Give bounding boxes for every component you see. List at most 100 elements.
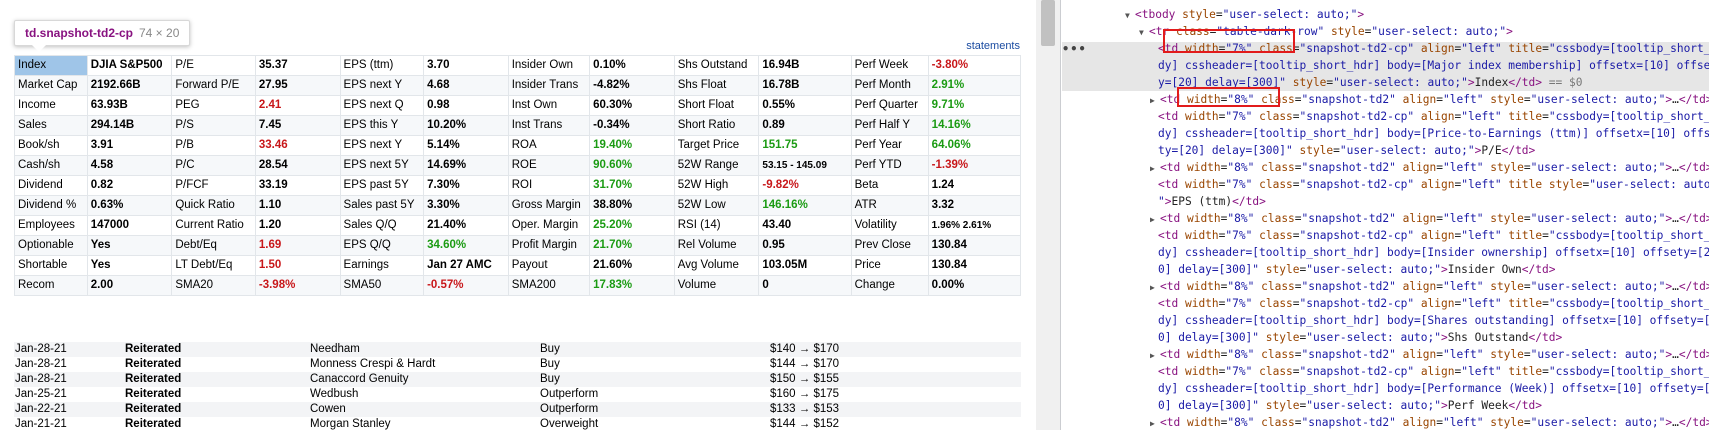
snapshot-value: 3.91 <box>86 135 173 156</box>
page-scrollbar-thumb[interactable] <box>1041 0 1055 46</box>
snapshot-value: 34.60% <box>423 235 509 256</box>
rating-target: $144 → $152 <box>770 418 840 430</box>
snapshot-row: Employees 147000 Current Ratio 1.20 Sales Q/… <box>14 215 1022 236</box>
expand-triangle-icon[interactable]: ▶ <box>1150 351 1155 360</box>
dom-node-line[interactable]: 0] delay=[300]" style="user-select: auto… <box>1158 263 1556 276</box>
snapshot-label: Market Cap <box>14 75 88 96</box>
snapshot-value: 21.70% <box>589 235 675 256</box>
snapshot-value: 16.78B <box>758 75 852 96</box>
snapshot-value: 21.40% <box>423 215 509 236</box>
snapshot-value: 28.54 <box>254 155 341 176</box>
rating-firm[interactable]: Needham <box>309 342 539 357</box>
statements-link[interactable]: statements <box>966 40 1020 52</box>
snapshot-value: 1.20 <box>254 215 341 236</box>
snapshot-value: 1.10 <box>254 195 341 216</box>
dom-node-line[interactable]: dy] cssheader=[tooltip_short_hdr] body=[… <box>1158 59 1709 72</box>
snapshot-value: 14.16% <box>927 115 1022 136</box>
dom-node-line[interactable]: <td width="7%" class="snapshot-td2-cp" a… <box>1158 110 1709 123</box>
snapshot-label: Rel Volume <box>673 235 760 256</box>
snapshot-label: EPS past 5Y <box>339 175 425 196</box>
tooltip-arrow <box>32 45 46 52</box>
dom-node-line[interactable]: ▶ <td width="8%" class="snapshot-td2" ali… <box>1150 279 1709 295</box>
rating-target: $160 → $175 <box>770 388 840 400</box>
dom-node-line[interactable]: dy] cssheader=[tooltip_short_hdr] body=[… <box>1158 127 1709 140</box>
snapshot-label: Volatility <box>850 215 929 236</box>
snapshot-value: 63.93B <box>86 95 173 116</box>
rating-firm[interactable]: Monness Crespi & Hardt <box>310 358 436 370</box>
snapshot-label: Sales Q/Q <box>339 215 425 236</box>
snapshot-value: 33.19 <box>254 175 341 196</box>
dom-node-line[interactable]: dy] cssheader=[tooltip_short_hdr] body=[… <box>1158 314 1709 327</box>
snapshot-value: 1.69 <box>254 235 341 256</box>
rating-row: Jan-21-21 Reiterated Morgan Stanley Overwei… <box>14 417 1021 430</box>
expand-triangle-icon[interactable]: ▼ <box>1139 28 1144 37</box>
snapshot-value: 0.63% <box>86 195 173 216</box>
snapshot-label: Change <box>850 275 929 296</box>
snapshot-value: 27.95 <box>254 75 341 96</box>
dom-node-line[interactable]: ▶ <td width="8%" class="snapshot-td2" ali… <box>1150 415 1709 430</box>
snapshot-value: 3.30% <box>423 195 509 216</box>
snapshot-value: 147000 <box>86 215 173 236</box>
rating-target: $144 → $170 <box>770 358 840 370</box>
snapshot-label: Employees <box>14 215 88 236</box>
expand-triangle-icon[interactable]: ▶ <box>1150 283 1155 292</box>
dom-node-line[interactable]: ▼ <tbody style="user-select: auto;"> <box>1125 7 1364 23</box>
snapshot-label: EPS next Y <box>339 135 425 156</box>
snapshot-value: 0.00% <box>927 275 1022 296</box>
snapshot-label: Debt/Eq <box>171 235 256 256</box>
snapshot-label: Prev Close <box>850 235 929 256</box>
snapshot-label: Sales past 5Y <box>339 195 425 216</box>
snapshot-row: Dividend % 0.63% Quick Ratio 1.10 Sales past… <box>14 195 1022 216</box>
dom-node-line[interactable]: ty=[20] delay=[300]" style="user-select:… <box>1158 144 1536 157</box>
rating-firm[interactable]: Cowen <box>309 402 539 417</box>
snapshot-value: 1.50 <box>254 255 341 276</box>
dom-node-line[interactable]: dy] cssheader=[tooltip_short_hdr] body=[… <box>1158 246 1709 259</box>
dom-node-line[interactable]: <td width="7%" class="snapshot-td2-cp" a… <box>1158 178 1709 191</box>
rating-firm[interactable]: Morgan Stanley <box>310 418 391 430</box>
snapshot-value: Yes <box>86 255 173 276</box>
dom-node-line[interactable]: <td width="7%" class="snapshot-td2-cp" a… <box>1158 297 1709 310</box>
node-actions-ellipsis[interactable]: ••• <box>1062 42 1087 56</box>
snapshot-label: Inst Own <box>507 95 591 116</box>
snapshot-label: Gross Margin <box>507 195 591 216</box>
dom-node-line[interactable]: ">EPS (ttm)</td> <box>1158 195 1266 208</box>
dom-node-line[interactable]: 0] delay=[300]" style="user-select: auto… <box>1158 399 1543 412</box>
expand-triangle-icon[interactable]: ▶ <box>1150 164 1155 173</box>
snapshot-label: Shs Float <box>673 75 760 96</box>
rating-firm[interactable]: Canaccord Genuity <box>309 372 539 387</box>
snapshot-value: 90.60% <box>589 155 675 176</box>
expand-triangle-icon[interactable]: ▶ <box>1150 419 1155 428</box>
dom-node-line[interactable]: 0] delay=[300]" style="user-select: auto… <box>1158 331 1563 344</box>
rating-row: Jan-22-21 Reiterated Cowen Outperform $133 →… <box>14 402 1021 417</box>
rating-date: Jan-25-21 <box>15 388 67 400</box>
dom-node-line[interactable]: ▼ <tr class="table-dark-row" style="user-… <box>1139 24 1513 40</box>
expand-triangle-icon[interactable]: ▶ <box>1150 215 1155 224</box>
dom-node-line[interactable]: ▶ <td width="8%" class="snapshot-td2" ali… <box>1150 347 1709 363</box>
expand-triangle-icon[interactable]: ▼ <box>1125 11 1130 20</box>
rating-firm[interactable]: Wedbush <box>310 388 359 400</box>
snapshot-value: 2.91% <box>927 75 1022 96</box>
dom-node-line[interactable]: ▶ <td width="8%" class="snapshot-td2" ali… <box>1150 211 1709 227</box>
snapshot-label: Insider Trans <box>507 75 591 96</box>
snapshot-value: 31.70% <box>589 175 675 196</box>
expand-triangle-icon[interactable]: ▶ <box>1150 96 1155 105</box>
snapshot-label: Beta <box>850 175 929 196</box>
rating-date: Jan-28-21 <box>15 358 67 370</box>
dom-node-line[interactable]: <td width="7%" class="snapshot-td2-cp" a… <box>1158 365 1709 378</box>
dom-node-line[interactable]: ▶ <td width="8%" class="snapshot-td2" ali… <box>1150 160 1709 176</box>
snapshot-value: -0.57% <box>423 275 509 296</box>
dom-node-line[interactable]: y=[20] delay=[300]" style="user-select: … <box>1158 76 1583 89</box>
dom-node-line[interactable]: ▶ <td width="8%" class="snapshot-td2" ali… <box>1150 92 1709 108</box>
dom-node-line[interactable]: <td width="7%" class="snapshot-td2-cp" a… <box>1158 229 1709 242</box>
snapshot-label: 52W Range <box>673 155 760 176</box>
snapshot-row: Market Cap 2192.66B Forward P/E 27.95 EPS ne… <box>14 75 1022 96</box>
snapshot-value: 0.82 <box>86 175 173 196</box>
snapshot-row: Shortable Yes LT Debt/Eq 1.50 Earnings Jan 27… <box>14 255 1022 276</box>
snapshot-label: Current Ratio <box>171 215 256 236</box>
annotation-box-cp-class <box>1163 29 1295 53</box>
snapshot-label: Forward P/E <box>171 75 256 96</box>
dom-node-line[interactable]: dy] cssheader=[tooltip_short_hdr] body=[… <box>1158 382 1709 395</box>
selected-node-highlight <box>1062 42 1709 91</box>
page-scrollbar[interactable] <box>1036 0 1060 430</box>
snapshot-label: Optionable <box>14 235 88 256</box>
